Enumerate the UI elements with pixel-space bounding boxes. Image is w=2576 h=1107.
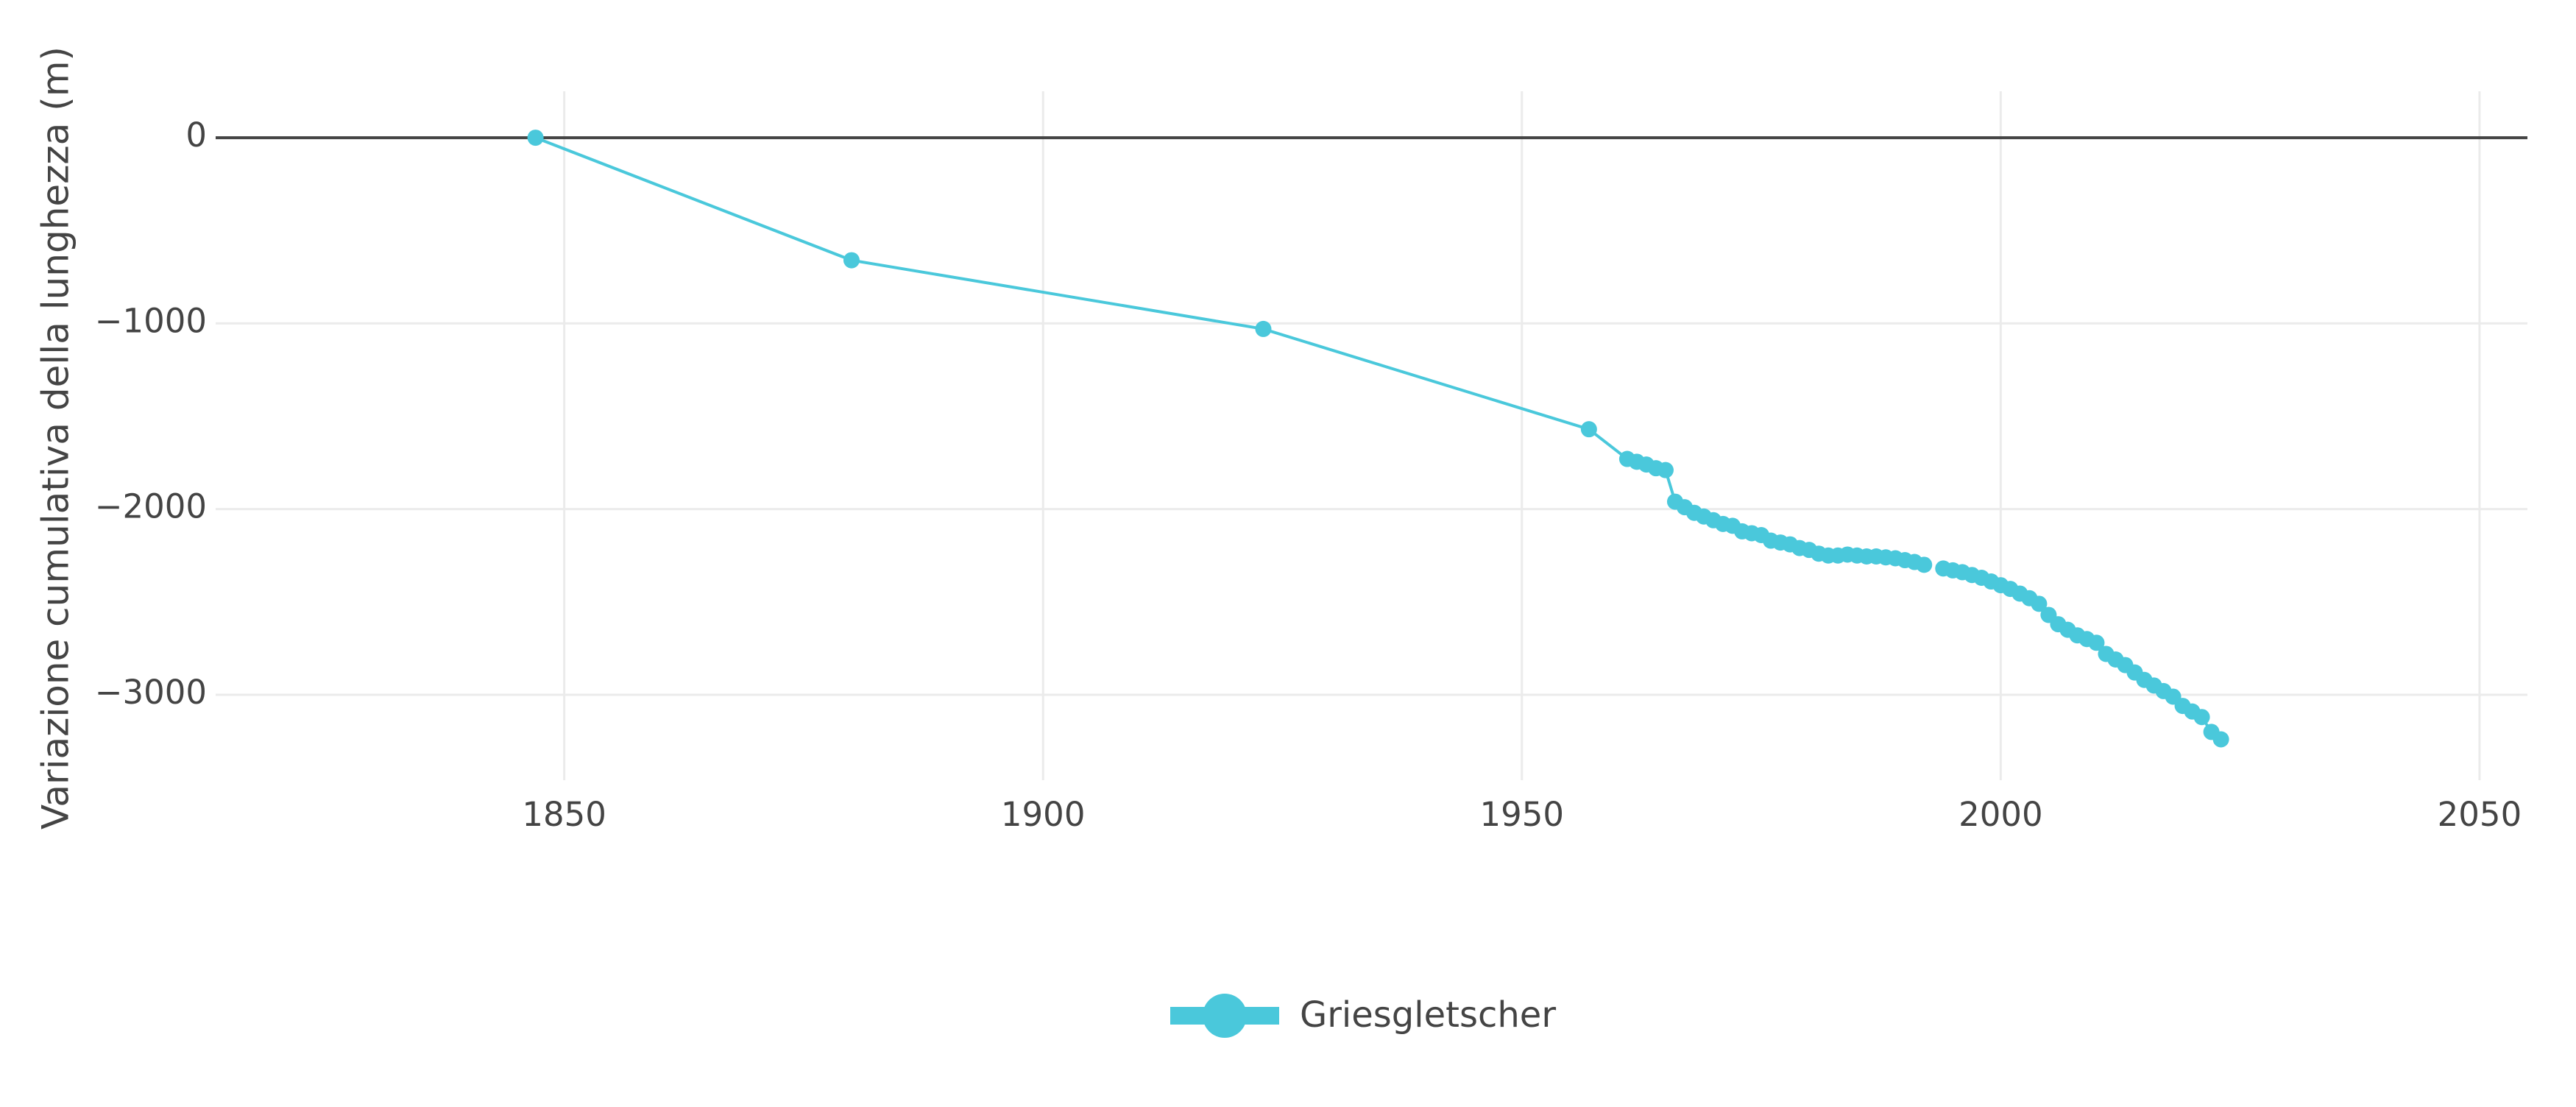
- x-tick-label: 1950: [1480, 795, 1565, 834]
- x-tick-label: 2000: [1958, 795, 2043, 834]
- data-point: [1657, 461, 1674, 478]
- data-point: [1580, 421, 1597, 438]
- x-tick-label: 1850: [522, 795, 606, 834]
- data-point: [527, 130, 544, 146]
- data-point: [2088, 634, 2105, 651]
- data-point: [1255, 320, 1272, 337]
- legend-label: Griesgletscher: [1300, 994, 1556, 1036]
- y-tick-label: −1000: [95, 301, 207, 340]
- data-point: [2193, 709, 2210, 726]
- y-tick-label: −3000: [95, 673, 207, 712]
- x-tick-label: 2050: [2438, 795, 2522, 834]
- data-point: [843, 252, 860, 269]
- y-axis-title: Variazione cumulativa della lunghezza (m…: [35, 46, 77, 830]
- legend-symbol-marker: [1203, 994, 1247, 1038]
- y-tick-label: −2000: [95, 487, 207, 526]
- data-point: [2031, 595, 2048, 612]
- x-tick-label: 1900: [1001, 795, 1086, 834]
- y-tick-label: 0: [185, 116, 207, 155]
- data-point: [1916, 556, 1933, 573]
- data-line: [534, 136, 2222, 741]
- data-point: [2212, 731, 2229, 748]
